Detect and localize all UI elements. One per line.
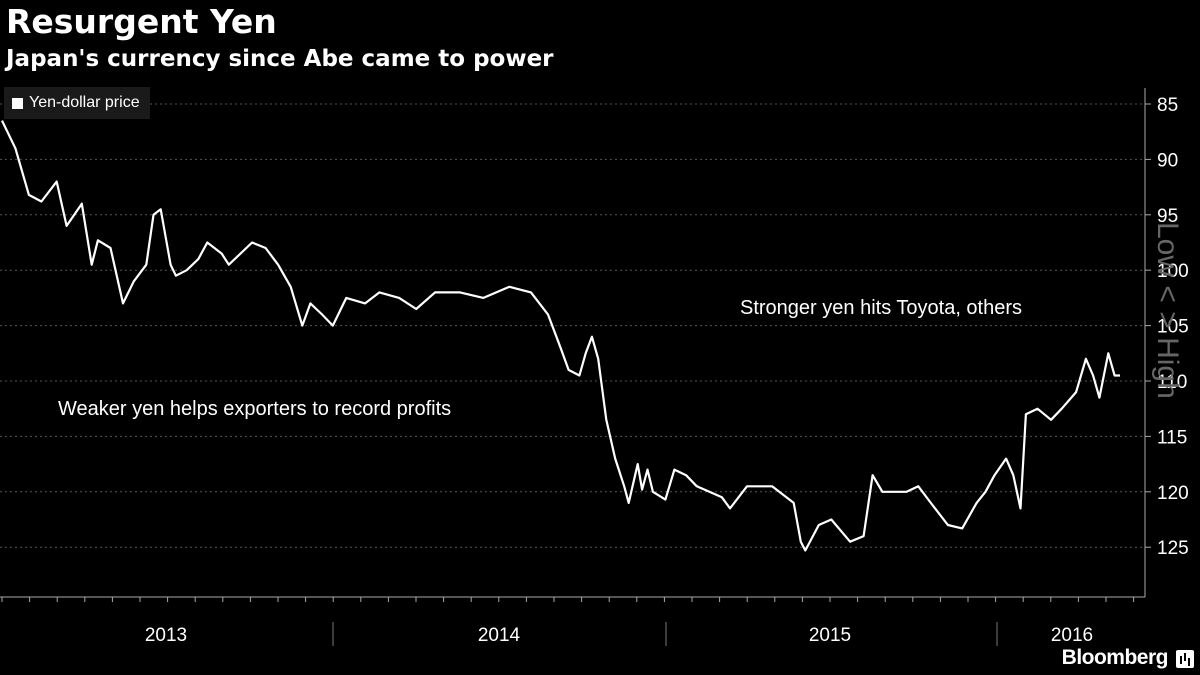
chart-title: Resurgent Yen (6, 2, 277, 41)
legend-label: Yen-dollar price (29, 94, 140, 111)
y-tick-label: 115 (1157, 427, 1187, 448)
chart-subtitle: Japan's currency since Abe came to power (6, 46, 554, 72)
y-axis-note: Low < > High (1151, 222, 1184, 399)
y-tick-label: 100 (1157, 261, 1189, 282)
x-axis: 2013 2014 2015 2016 (0, 596, 1145, 646)
y-axis: 85 90 95 100 105 110 115 120 125 (1144, 88, 1189, 597)
brand-name: Bloomberg (1061, 646, 1169, 669)
y-tick-label: 95 (1157, 206, 1178, 227)
y-tick-label: 120 (1157, 483, 1189, 504)
y-tick-label: 105 (1157, 317, 1189, 338)
x-tick-label: 2013 (145, 625, 187, 646)
y-tick-label: 125 (1157, 538, 1189, 559)
gridlines (0, 103, 1145, 548)
annotation-stronger-yen: Stronger yen hits Toyota, others (740, 297, 1022, 319)
legend-swatch (12, 97, 23, 109)
bloomberg-logo-icon (1176, 650, 1194, 668)
y-tick-label: 90 (1157, 150, 1178, 171)
x-tick-label: 2016 (1051, 625, 1093, 646)
y-tick-label: 85 (1157, 95, 1178, 116)
legend: Yen-dollar price (4, 87, 150, 119)
annotation-weaker-yen: Weaker yen helps exporters to record pro… (58, 398, 451, 420)
x-tick-label: 2014 (478, 625, 521, 646)
x-tick-label: 2015 (809, 625, 851, 646)
series-line (1, 120, 1120, 552)
y-tick-label: 110 (1157, 372, 1187, 393)
